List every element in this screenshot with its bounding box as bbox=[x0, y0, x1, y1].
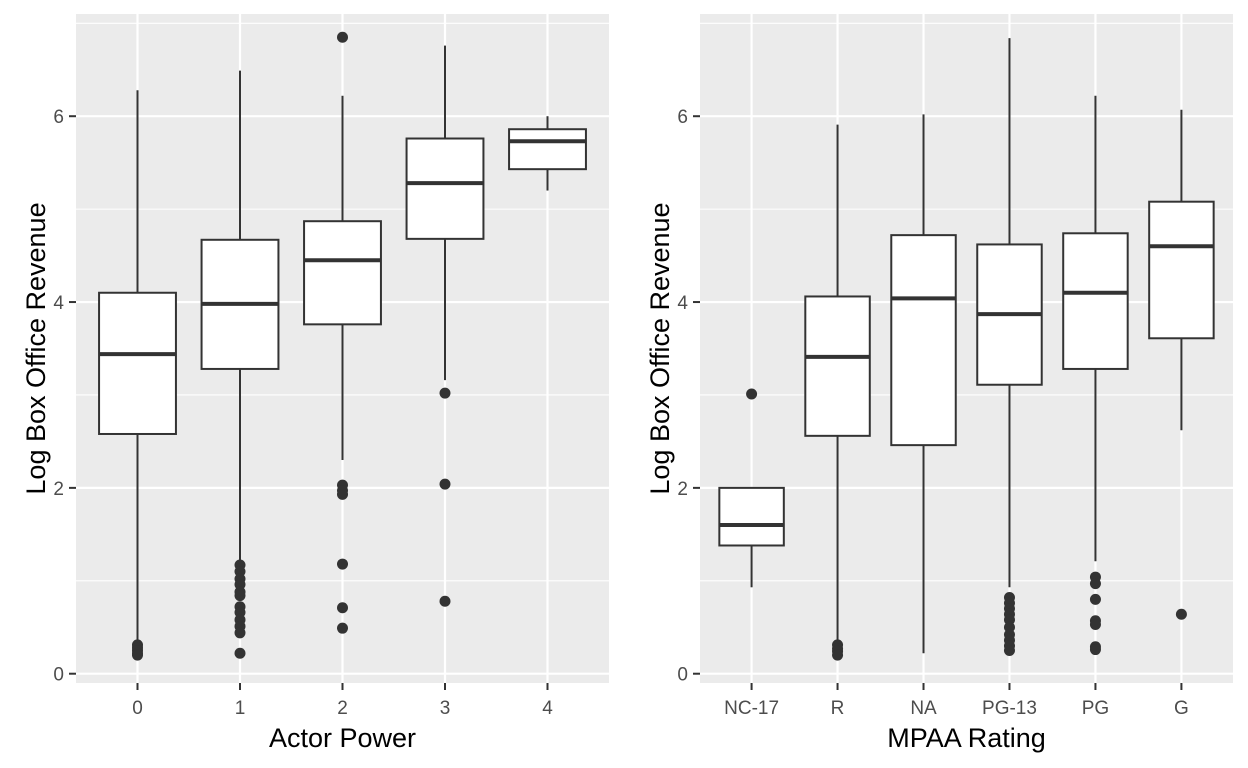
actor-power-box-4 bbox=[508, 116, 587, 191]
actor-power-x-axis: 0 1 2 3 4 bbox=[132, 683, 553, 719]
actor-power-y-axis: 0 2 4 6 bbox=[53, 107, 76, 686]
mpaa-rating-outlier-pg-13 bbox=[1003, 644, 1015, 656]
actor-power-outlier-2 bbox=[337, 31, 348, 43]
actor-power-y-tick-label: 4 bbox=[53, 293, 64, 314]
actor-power-outlier-1 bbox=[234, 647, 246, 659]
mpaa-rating-outlier-r bbox=[832, 649, 844, 661]
actor-power-iqr-box-0 bbox=[98, 291, 177, 435]
actor-power-box-0 bbox=[98, 90, 177, 661]
actor-power-iqr-box-2 bbox=[303, 220, 382, 326]
mpaa-rating-y-tick-label: 4 bbox=[677, 293, 688, 314]
mpaa-rating-x-tick-label-r: R bbox=[831, 698, 845, 719]
actor-power-x-tick-label-0: 0 bbox=[132, 698, 143, 719]
mpaa-rating-y-tick-label: 2 bbox=[677, 479, 688, 500]
actor-power-outlier-1 bbox=[234, 627, 246, 639]
actor-power-x-tick-label-3: 3 bbox=[440, 698, 451, 719]
mpaa-rating-x-tick-label-nc-17: NC-17 bbox=[724, 698, 779, 719]
mpaa-rating-outlier-pg bbox=[1089, 644, 1101, 656]
actor-power-iqr-box-4 bbox=[508, 128, 587, 171]
mpaa-rating-boxes bbox=[718, 38, 1215, 661]
actor-power-x-axis-title: Actor Power bbox=[269, 723, 416, 753]
mpaa-rating-x-axis: NC-17 R NA PG-13 PG G bbox=[724, 683, 1189, 719]
actor-power-x-tick-label-1: 1 bbox=[235, 698, 246, 719]
mpaa-rating-y-tick-label: 0 bbox=[677, 665, 688, 686]
actor-power-y-tick-label: 2 bbox=[53, 479, 64, 500]
mpaa-rating-panel: 0 2 4 6 NC-17 R NA PG-13 PG G MPAA Rating Log Bo… bbox=[645, 14, 1233, 753]
actor-power-box-3 bbox=[405, 45, 485, 607]
actor-power-y-tick-label: 0 bbox=[53, 665, 64, 686]
mpaa-rating-outlier-nc-17 bbox=[746, 388, 758, 400]
mpaa-rating-plot-background bbox=[700, 14, 1233, 683]
mpaa-rating-outlier-pg bbox=[1089, 578, 1101, 590]
mpaa-rating-box-pg-13 bbox=[976, 38, 1043, 656]
actor-power-outlier-3 bbox=[439, 595, 451, 607]
mpaa-rating-box-pg bbox=[1062, 95, 1129, 656]
mpaa-rating-iqr-box-g bbox=[1148, 200, 1215, 340]
mpaa-rating-x-tick-label-g: G bbox=[1174, 698, 1189, 719]
actor-power-box-1 bbox=[200, 70, 280, 659]
mpaa-rating-x-tick-label-pg-13: PG-13 bbox=[982, 698, 1037, 719]
actor-power-outlier-2 bbox=[337, 488, 348, 500]
mpaa-rating-y-axis-title: Log Box Office Revenue bbox=[645, 202, 675, 494]
actor-power-x-tick-label-2: 2 bbox=[337, 698, 348, 719]
actor-power-y-axis-title: Log Box Office Revenue bbox=[21, 202, 51, 494]
mpaa-rating-box-na bbox=[890, 114, 957, 654]
mpaa-rating-y-axis: 0 2 4 6 bbox=[677, 107, 700, 686]
actor-power-iqr-box-3 bbox=[405, 137, 485, 240]
mpaa-rating-y-tick-label: 6 bbox=[677, 107, 688, 128]
mpaa-rating-iqr-box-r bbox=[804, 295, 871, 437]
mpaa-rating-outlier-pg bbox=[1089, 618, 1101, 630]
actor-power-outlier-0 bbox=[132, 649, 143, 661]
mpaa-rating-iqr-box-pg bbox=[1062, 232, 1129, 370]
actor-power-x-tick-label-4: 4 bbox=[542, 698, 553, 719]
mpaa-rating-outlier-g bbox=[1175, 608, 1187, 620]
mpaa-rating-box-r bbox=[804, 124, 871, 661]
actor-power-outlier-2 bbox=[337, 558, 348, 570]
mpaa-rating-x-tick-label-pg: PG bbox=[1082, 698, 1109, 719]
actor-power-outlier-2 bbox=[337, 602, 348, 614]
actor-power-panel: 0 2 4 6 0 1 2 3 4 Actor Power Log Box Office Re… bbox=[21, 14, 609, 753]
actor-power-y-tick-label: 6 bbox=[53, 107, 64, 128]
mpaa-rating-box-nc-17 bbox=[718, 388, 785, 588]
mpaa-rating-x-axis-title: MPAA Rating bbox=[887, 723, 1046, 753]
actor-power-outlier-3 bbox=[439, 478, 451, 490]
actor-power-boxes bbox=[98, 31, 587, 661]
mpaa-rating-box-g bbox=[1148, 109, 1215, 620]
actor-power-outlier-2 bbox=[337, 622, 348, 634]
mpaa-rating-outlier-pg bbox=[1089, 593, 1101, 605]
actor-power-outlier-3 bbox=[439, 387, 451, 399]
mpaa-rating-iqr-box-nc-17 bbox=[718, 486, 785, 547]
actor-power-outlier-1 bbox=[234, 590, 246, 602]
mpaa-rating-x-tick-label-na: NA bbox=[910, 698, 937, 719]
actor-power-box-2 bbox=[303, 31, 382, 634]
mpaa-rating-iqr-box-na bbox=[890, 234, 957, 447]
